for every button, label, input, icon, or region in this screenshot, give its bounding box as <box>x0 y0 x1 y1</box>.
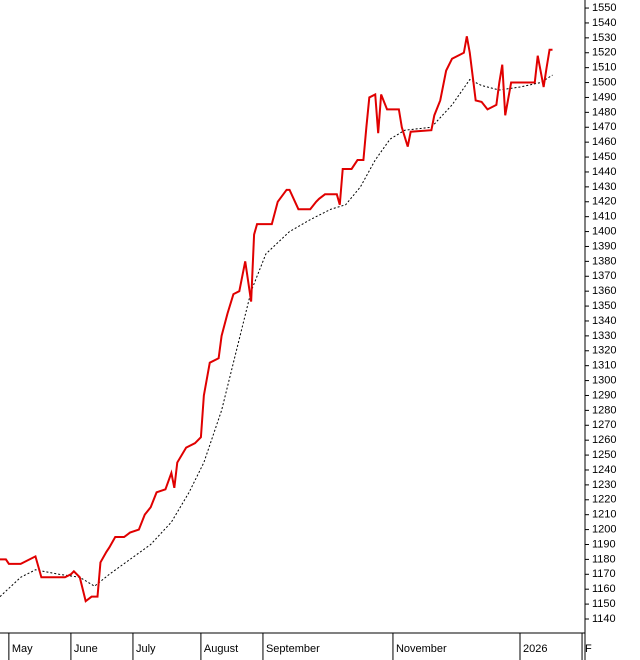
price-line <box>0 36 553 603</box>
y-tick-label: 1420 <box>592 196 616 208</box>
x-tick-label: May <box>12 643 33 655</box>
y-tick-label: 1170 <box>592 568 616 580</box>
x-tick-label: June <box>74 643 98 655</box>
y-tick-label: 1530 <box>592 32 616 44</box>
y-tick-label: 1400 <box>592 225 616 237</box>
y-tick-label: 1340 <box>592 315 616 327</box>
x-tick-label: September <box>266 643 320 655</box>
y-tick-label: 1190 <box>592 538 616 550</box>
y-tick-label: 1180 <box>592 553 616 565</box>
y-tick-label: 1320 <box>592 345 616 357</box>
y-tick-label: 1260 <box>592 434 616 446</box>
y-tick-label: 1290 <box>592 389 616 401</box>
y-tick-label: 1310 <box>592 360 616 372</box>
x-tick-label: July <box>136 643 156 655</box>
y-tick-label: 1450 <box>592 151 616 163</box>
y-tick-label: 1330 <box>592 330 616 342</box>
y-tick-label: 1140 <box>592 613 616 625</box>
x-tick-label: August <box>204 643 238 655</box>
y-tick-label: 1200 <box>592 523 616 535</box>
y-tick-label: 1230 <box>592 479 616 491</box>
y-tick-label: 1300 <box>592 374 616 386</box>
y-tick-label: 1410 <box>592 211 616 223</box>
y-tick-label: 1350 <box>592 300 616 312</box>
y-tick-label: 1460 <box>592 136 616 148</box>
y-tick-label: 1250 <box>592 449 616 461</box>
x-tick-label: November <box>396 643 447 655</box>
y-tick-label: 1480 <box>592 106 616 118</box>
y-tick-label: 1370 <box>592 270 616 282</box>
y-tick-label: 1270 <box>592 419 616 431</box>
y-tick-label: 1240 <box>592 464 616 476</box>
y-tick-label: 1500 <box>592 76 616 88</box>
y-tick-label: 1160 <box>592 583 616 595</box>
y-tick-label: 1220 <box>592 494 616 506</box>
y-tick-label: 1510 <box>592 62 616 74</box>
y-tick-label: 1360 <box>592 285 616 297</box>
y-tick-label: 1520 <box>592 47 616 59</box>
y-tick-label: 1470 <box>592 121 616 133</box>
y-tick-label: 1490 <box>592 91 616 103</box>
y-tick-label: 1380 <box>592 255 616 267</box>
y-tick-label: 1390 <box>592 240 616 252</box>
x-tick-label: 2026 <box>523 643 547 655</box>
y-tick-label: 1440 <box>592 166 616 178</box>
x-tick-label: F <box>585 643 592 655</box>
y-tick-label: 1150 <box>592 598 616 610</box>
price-line <box>0 74 553 598</box>
y-tick-label: 1550 <box>592 2 616 14</box>
y-tick-label: 1280 <box>592 404 616 416</box>
y-tick-label: 1540 <box>592 17 616 29</box>
y-tick-label: 1430 <box>592 181 616 193</box>
y-tick-label: 1210 <box>592 509 616 521</box>
